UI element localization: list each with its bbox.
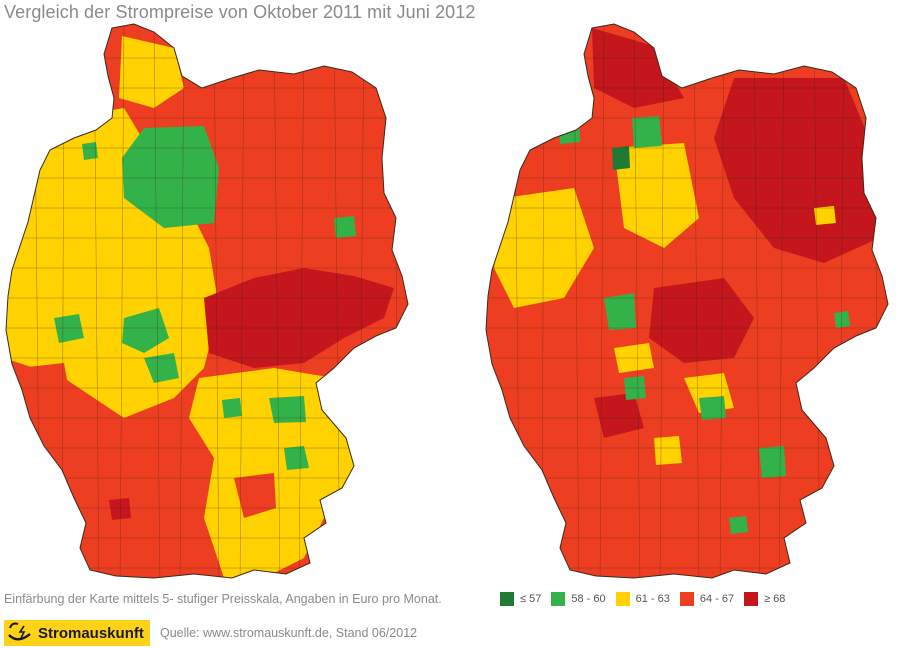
legend-item-1: ≤ 57 — [500, 592, 541, 606]
legend-swatch-3 — [615, 592, 630, 606]
legend-swatch-5 — [744, 592, 759, 606]
lightning-smile-icon — [8, 622, 31, 641]
map-october-2011 — [5, 23, 409, 579]
legend-item-3: 61 - 63 — [615, 592, 670, 606]
legend-item-2: 58 - 60 — [551, 592, 606, 606]
legend-swatch-4 — [679, 592, 694, 606]
brand-name: Stromauskunft — [38, 624, 144, 642]
legend-item-4: 64 - 67 — [679, 592, 735, 606]
price-legend: ≤ 57 58 - 60 61 - 63 64 - 67 ≥ 68 — [500, 592, 795, 606]
stromauskunft-logo: Stromauskunft — [4, 620, 150, 646]
legend-label-3: 61 - 63 — [635, 593, 670, 605]
legend-item-5: ≥ 68 — [744, 592, 785, 606]
legend-swatch-2 — [551, 592, 566, 606]
legend-swatch-1 — [500, 592, 514, 606]
legend-label-1: ≤ 57 — [520, 593, 542, 605]
legend-label-4: 64 - 67 — [699, 593, 735, 605]
legend-label-5: ≥ 68 — [764, 593, 786, 605]
figure-title: Vergleich der Strompreise von Oktober 20… — [4, 2, 476, 22]
map-june-2012 — [485, 23, 889, 579]
legend-label-2: 58 - 60 — [571, 593, 606, 605]
source-note: Quelle: www.stromauskunft.de, Stand 06/2… — [160, 626, 418, 640]
map-caption: Einfärbung der Karte mittels 5- stufiger… — [4, 592, 442, 606]
